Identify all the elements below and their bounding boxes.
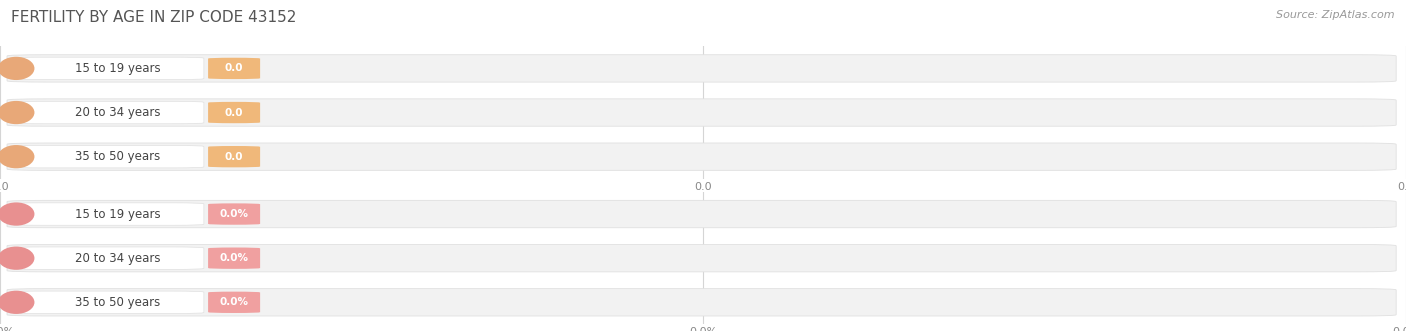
FancyBboxPatch shape: [7, 245, 1396, 272]
FancyBboxPatch shape: [208, 146, 260, 167]
FancyBboxPatch shape: [208, 102, 260, 123]
Text: 0.0: 0.0: [225, 152, 243, 162]
Text: 20 to 34 years: 20 to 34 years: [75, 106, 160, 119]
FancyBboxPatch shape: [7, 200, 1396, 228]
FancyBboxPatch shape: [7, 289, 1396, 316]
Text: 0.0%: 0.0%: [219, 209, 249, 219]
Text: FERTILITY BY AGE IN ZIP CODE 43152: FERTILITY BY AGE IN ZIP CODE 43152: [11, 10, 297, 25]
FancyBboxPatch shape: [11, 101, 204, 124]
Text: 20 to 34 years: 20 to 34 years: [75, 252, 160, 265]
Ellipse shape: [0, 57, 35, 80]
FancyBboxPatch shape: [208, 292, 260, 313]
Ellipse shape: [0, 101, 35, 124]
Text: 0.0%: 0.0%: [219, 297, 249, 307]
Ellipse shape: [0, 247, 35, 270]
Ellipse shape: [0, 145, 35, 168]
Text: 0.0: 0.0: [225, 64, 243, 73]
Text: 35 to 50 years: 35 to 50 years: [75, 150, 160, 163]
Text: 35 to 50 years: 35 to 50 years: [75, 296, 160, 309]
Text: 0.0: 0.0: [225, 108, 243, 118]
Text: 0.0%: 0.0%: [219, 253, 249, 263]
Text: Source: ZipAtlas.com: Source: ZipAtlas.com: [1277, 10, 1395, 20]
FancyBboxPatch shape: [11, 247, 204, 269]
Ellipse shape: [0, 203, 35, 226]
FancyBboxPatch shape: [208, 203, 260, 225]
FancyBboxPatch shape: [11, 57, 204, 80]
Text: 15 to 19 years: 15 to 19 years: [75, 208, 160, 220]
FancyBboxPatch shape: [208, 58, 260, 79]
Text: 15 to 19 years: 15 to 19 years: [75, 62, 160, 75]
FancyBboxPatch shape: [11, 145, 204, 168]
FancyBboxPatch shape: [7, 99, 1396, 126]
FancyBboxPatch shape: [11, 203, 204, 225]
FancyBboxPatch shape: [7, 55, 1396, 82]
Ellipse shape: [0, 291, 35, 314]
FancyBboxPatch shape: [208, 248, 260, 269]
FancyBboxPatch shape: [7, 143, 1396, 170]
FancyBboxPatch shape: [11, 291, 204, 313]
